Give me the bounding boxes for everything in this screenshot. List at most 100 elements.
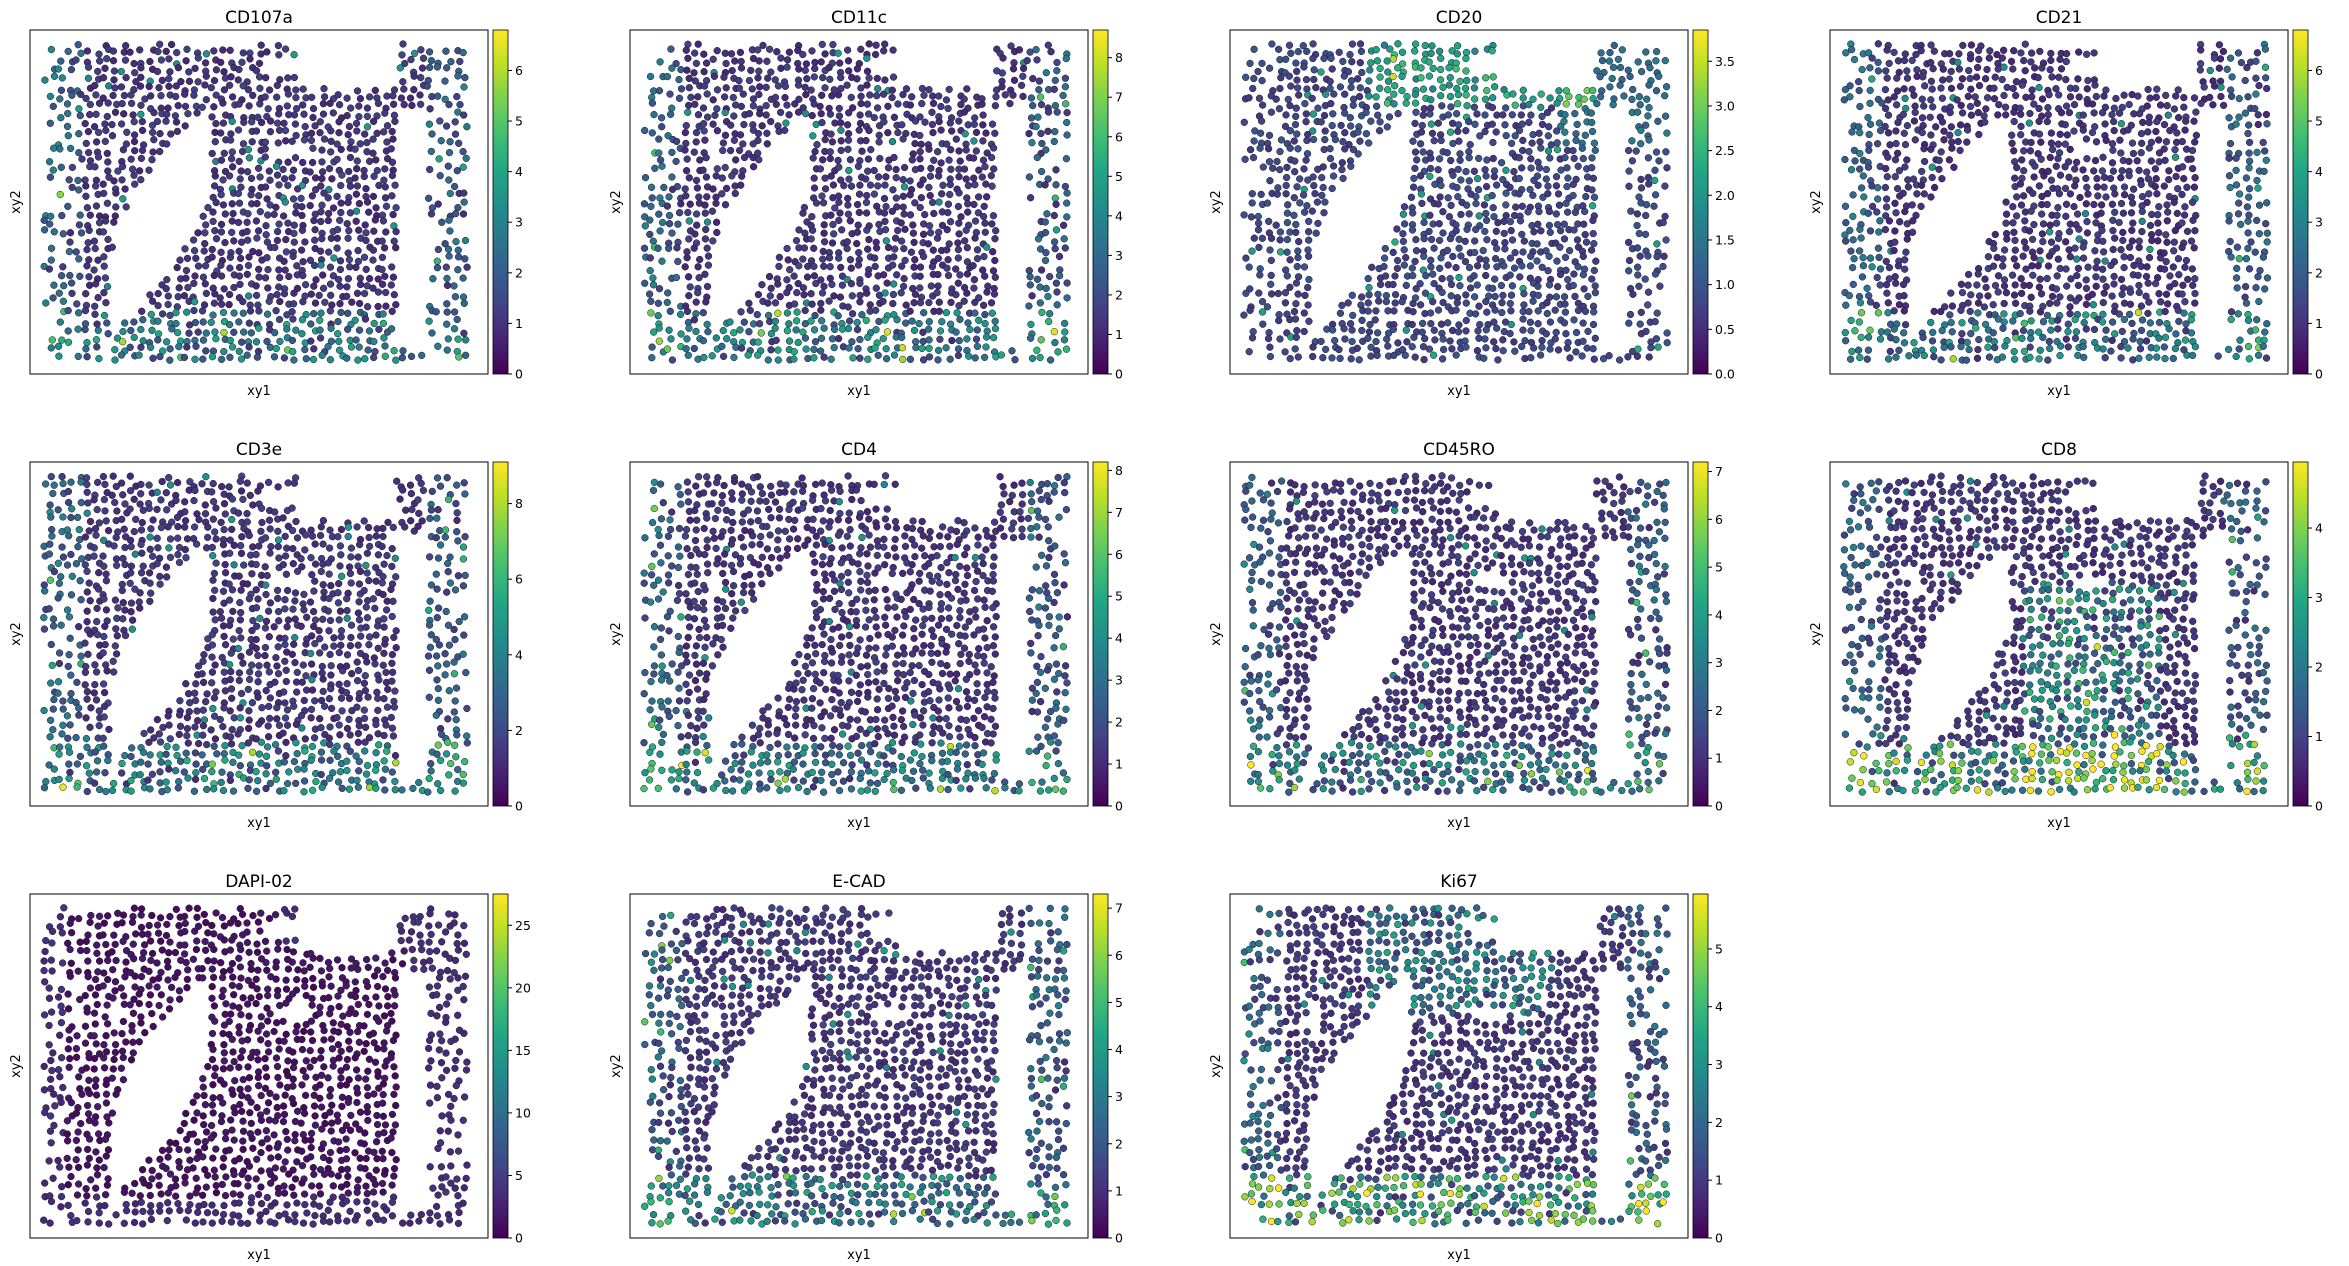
cell-point (1545, 123, 1553, 131)
cell-point (925, 353, 934, 361)
cell-point (111, 108, 120, 116)
cell-point (1453, 84, 1461, 93)
cell-point (1572, 348, 1580, 356)
cell-point (90, 237, 99, 245)
cell-point (1596, 93, 1605, 101)
cell-point (881, 181, 889, 189)
cell-point (2227, 308, 2236, 316)
cell-point (193, 109, 201, 117)
cell-point (220, 68, 228, 76)
cell-point (1554, 190, 1563, 198)
cell-point (1984, 292, 1992, 300)
cell-point (459, 48, 467, 57)
cell-point (2056, 130, 2064, 138)
cell-point (1917, 47, 1925, 55)
cell-point (2192, 131, 2201, 139)
cell-point (902, 319, 910, 327)
cell-point (83, 338, 91, 347)
cell-point (2120, 299, 2129, 307)
cell-point (2234, 49, 2243, 57)
cell-point (1455, 244, 1463, 252)
cell-point (1910, 91, 1918, 99)
cell-point (864, 355, 872, 363)
cell-point (309, 355, 318, 364)
cell-point (1584, 292, 1592, 301)
cell-point (1302, 156, 1310, 164)
cell-point (174, 64, 183, 72)
cell-point (1500, 262, 1508, 270)
cell-point (980, 252, 988, 261)
cell-point (2255, 230, 2263, 238)
cell-point (1311, 189, 1319, 198)
cell-point (1663, 339, 1671, 347)
cell-point (1456, 77, 1464, 86)
cell-point (365, 327, 374, 335)
cell-point (1321, 135, 1329, 144)
cell-point (217, 58, 225, 67)
cell-point (117, 120, 126, 128)
cell-point (47, 45, 56, 54)
cell-point (194, 262, 203, 270)
cell-point (347, 104, 355, 112)
cell-point (808, 111, 816, 120)
cell-point (1590, 139, 1599, 147)
cell-point (2169, 263, 2177, 271)
cell-point (1335, 48, 1343, 56)
cell-point (1999, 255, 2007, 263)
cell-point (2125, 243, 2134, 251)
cell-point (1035, 77, 1044, 85)
cell-point (173, 328, 182, 337)
cell-point (452, 209, 460, 218)
cell-point (180, 292, 189, 300)
cell-point (813, 140, 821, 149)
cell-point (1874, 58, 1882, 67)
cell-point (208, 245, 216, 254)
cell-point (2026, 307, 2034, 315)
cell-point (1356, 59, 1364, 67)
cell-point (450, 325, 459, 333)
cell-point (2108, 318, 2117, 326)
cell-point (121, 185, 129, 193)
cell-point (49, 166, 57, 174)
cell-point (2143, 102, 2151, 110)
cell-point (202, 347, 210, 355)
cell-point (1250, 137, 1258, 145)
cell-point (198, 307, 207, 315)
cell-point (441, 240, 449, 248)
cell-point (156, 147, 164, 156)
cell-point (387, 281, 395, 289)
cell-point (253, 234, 261, 242)
cell-point (1637, 67, 1646, 76)
cell-point (1873, 273, 1881, 282)
cell-point (1455, 235, 1463, 243)
cell-point (1573, 120, 1581, 129)
cell-point (257, 118, 266, 127)
cell-point (328, 301, 336, 309)
cell-point (100, 311, 109, 320)
cell-point (2244, 129, 2252, 138)
cell-point (1418, 319, 1427, 328)
cell-point (123, 128, 131, 136)
cell-point (2137, 129, 2146, 138)
cell-point (2128, 319, 2136, 328)
cell-point (771, 299, 780, 307)
cell-point (683, 155, 691, 163)
cell-point (262, 74, 270, 82)
cell-point (2129, 185, 2138, 193)
cell-point (81, 325, 89, 334)
cell-point (202, 50, 211, 58)
cell-point (56, 318, 64, 326)
cell-point (1506, 271, 1514, 279)
cell-point (1642, 48, 1650, 56)
cell-point (694, 289, 702, 297)
cell-point (863, 226, 871, 234)
cell-point (247, 329, 255, 337)
cell-point (1339, 137, 1347, 146)
cell-point (946, 355, 954, 363)
cell-point (1059, 91, 1067, 100)
cell-point (749, 126, 758, 134)
cell-point (909, 229, 918, 237)
cell-point (111, 356, 119, 364)
cell-point (834, 49, 842, 57)
cell-point (211, 172, 219, 180)
